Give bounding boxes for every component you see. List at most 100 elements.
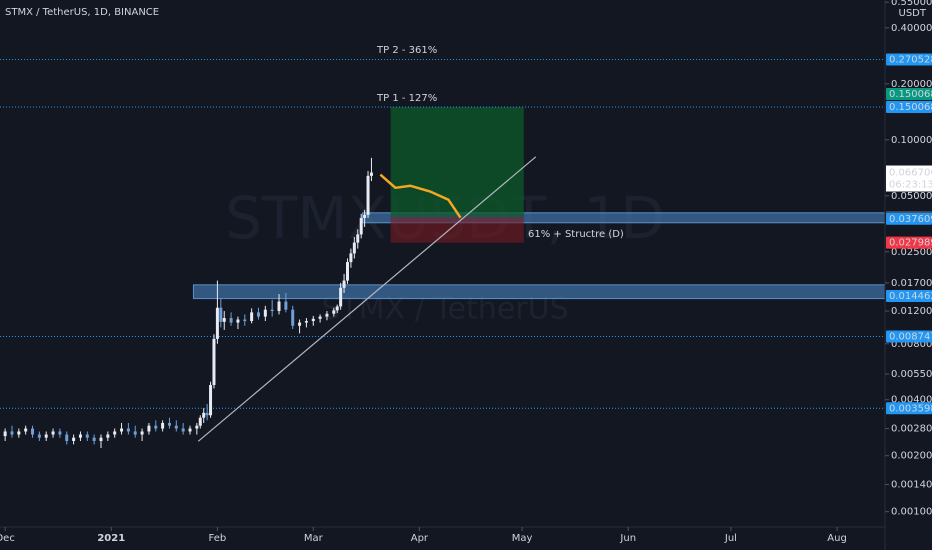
candle-body bbox=[126, 428, 130, 432]
candle-body bbox=[51, 431, 55, 435]
candle-body bbox=[198, 417, 202, 426]
last-price-label: 0.066706 bbox=[889, 168, 932, 179]
candle-body bbox=[236, 319, 240, 323]
candle-body bbox=[174, 425, 178, 429]
candle-body bbox=[195, 425, 199, 429]
candle-body bbox=[284, 301, 288, 310]
candle-body bbox=[345, 262, 349, 281]
stop-box bbox=[390, 216, 524, 243]
candle-body bbox=[332, 310, 336, 314]
price-tag bbox=[886, 101, 932, 114]
candle-body bbox=[250, 312, 254, 322]
price-tag-label: 0.027989 bbox=[889, 238, 932, 249]
candle-body bbox=[106, 434, 110, 438]
y-tick-label: 0.001000 bbox=[891, 507, 932, 518]
candle-body bbox=[37, 434, 41, 438]
trendline bbox=[197, 156, 537, 442]
candle-body bbox=[342, 280, 346, 288]
candle-body bbox=[17, 431, 21, 435]
price-tag bbox=[886, 402, 932, 415]
price-tag bbox=[886, 330, 932, 343]
candle-body bbox=[263, 309, 267, 317]
price-tag-label: 0.003598 bbox=[889, 403, 932, 414]
candle-body bbox=[243, 319, 247, 322]
price-tag-label: 0.037609 bbox=[889, 214, 932, 225]
candle-body bbox=[147, 425, 151, 432]
candle-body bbox=[363, 214, 367, 218]
candle-body bbox=[298, 322, 302, 326]
annotation: TP 1 - 127% bbox=[376, 93, 437, 104]
candle-body bbox=[72, 437, 76, 441]
candle-body bbox=[366, 175, 370, 215]
candle-body bbox=[349, 253, 353, 263]
annotation: TP 2 - 361% bbox=[376, 45, 437, 56]
price-tag-label: 0.270528 bbox=[889, 54, 932, 65]
candle-body bbox=[133, 431, 137, 435]
candle-body bbox=[31, 428, 35, 435]
target-box bbox=[390, 107, 524, 217]
x-tick-label: Feb bbox=[209, 533, 227, 544]
candle-body bbox=[3, 431, 7, 437]
candle-body bbox=[335, 306, 339, 311]
candle-body bbox=[113, 431, 117, 435]
price-tag-label: 0.008747 bbox=[889, 332, 932, 343]
candle-body bbox=[205, 412, 209, 416]
x-tick-label: Jun bbox=[619, 533, 636, 544]
candle-body bbox=[325, 313, 329, 317]
candle-body bbox=[78, 434, 82, 438]
currency-label: USDT bbox=[899, 8, 927, 19]
candle-body bbox=[356, 234, 360, 243]
candle-body bbox=[85, 434, 89, 438]
price-tag bbox=[886, 289, 932, 302]
chart-title: STMX / TetherUS, 1D, BINANCE bbox=[5, 7, 159, 18]
candle-body bbox=[352, 242, 356, 254]
price-tag-label: 0.014462 bbox=[889, 291, 932, 302]
candle-body bbox=[222, 318, 226, 322]
candle-body bbox=[24, 428, 28, 432]
x-tick-label: Mar bbox=[304, 533, 324, 544]
countdown: 06:23:13 bbox=[889, 180, 932, 191]
candle-body bbox=[99, 437, 103, 441]
candle-body bbox=[44, 434, 48, 438]
candle-body bbox=[209, 385, 213, 416]
candle-body bbox=[291, 309, 295, 326]
last-price-tag bbox=[886, 165, 932, 192]
candle-body bbox=[339, 287, 343, 307]
candle-body bbox=[188, 428, 192, 432]
candle-body bbox=[202, 412, 206, 418]
x-tick-label: 2021 bbox=[97, 533, 125, 544]
candle-body bbox=[154, 425, 158, 429]
candle-body bbox=[181, 428, 185, 432]
candle-body bbox=[212, 338, 216, 386]
projection-curve bbox=[379, 173, 462, 219]
price-tag bbox=[886, 88, 932, 101]
x-tick-label: Jul bbox=[724, 533, 737, 544]
price-tag-label: 0.150068 bbox=[889, 102, 932, 113]
x-tick-label: May bbox=[512, 533, 533, 544]
price-tag bbox=[886, 236, 932, 249]
candle-body bbox=[161, 422, 165, 429]
candle-body bbox=[10, 431, 14, 435]
candle-body bbox=[359, 217, 363, 235]
candle-body bbox=[270, 309, 274, 312]
candle-body bbox=[229, 318, 233, 323]
x-tick-label: Aug bbox=[827, 533, 847, 544]
candle-body bbox=[318, 316, 322, 319]
candle-body bbox=[58, 431, 62, 435]
candle-body bbox=[304, 321, 308, 323]
candle-body bbox=[140, 431, 144, 435]
price-tag bbox=[886, 212, 932, 225]
candle-body bbox=[277, 301, 281, 312]
zone bbox=[192, 284, 886, 300]
